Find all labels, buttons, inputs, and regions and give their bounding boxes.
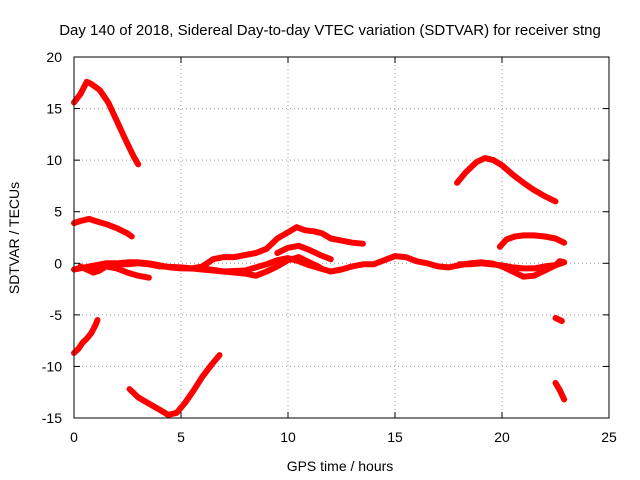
series-layer <box>71 78 568 418</box>
series-line-arc-late-neg5 <box>552 315 565 324</box>
series-line-arc-zero-d <box>199 254 324 279</box>
series-line-arc-4 <box>71 215 135 240</box>
series-line-arc-zero-f <box>456 260 557 272</box>
series-line-arc-neg8 <box>71 317 101 356</box>
plot-frame <box>73 56 610 419</box>
series-line-arc-zero-e <box>274 242 334 263</box>
x-axis-label: GPS time / hours <box>287 458 394 474</box>
series-line-arc-evening-10 <box>454 155 559 205</box>
y-tick-label: 5 <box>54 204 62 220</box>
x-tick-label: 20 <box>494 429 510 445</box>
x-tick-label: 0 <box>70 429 78 445</box>
chart-title: Day 140 of 2018, Sidereal Day-to-day VTE… <box>59 22 601 39</box>
grid <box>74 57 609 418</box>
series-line-arc-min-15 <box>126 352 223 418</box>
y-tick-label: -5 <box>50 307 63 323</box>
y-tick-label: 10 <box>46 152 62 168</box>
series-line-arc-late-neg12 <box>552 379 568 403</box>
y-tick-label: 0 <box>54 255 62 271</box>
y-tick-label: -10 <box>42 358 62 374</box>
x-tick-label: 15 <box>387 429 403 445</box>
x-tick-label: 25 <box>601 429 617 445</box>
ticks: 0 5 10 15 20 25 -15 -10 -5 0 5 10 15 20 <box>42 49 617 445</box>
y-tick-label: 20 <box>46 49 62 65</box>
y-tick-label: -15 <box>42 410 62 426</box>
y-tick-label: 15 <box>46 101 62 117</box>
x-tick-label: 10 <box>280 429 296 445</box>
y-axis-label: SDTVAR / TECUs <box>6 182 22 294</box>
x-tick-label: 5 <box>177 429 185 445</box>
series-line-arc-peak-17 <box>71 78 142 168</box>
series-line-arc-evening-2 <box>496 232 568 250</box>
